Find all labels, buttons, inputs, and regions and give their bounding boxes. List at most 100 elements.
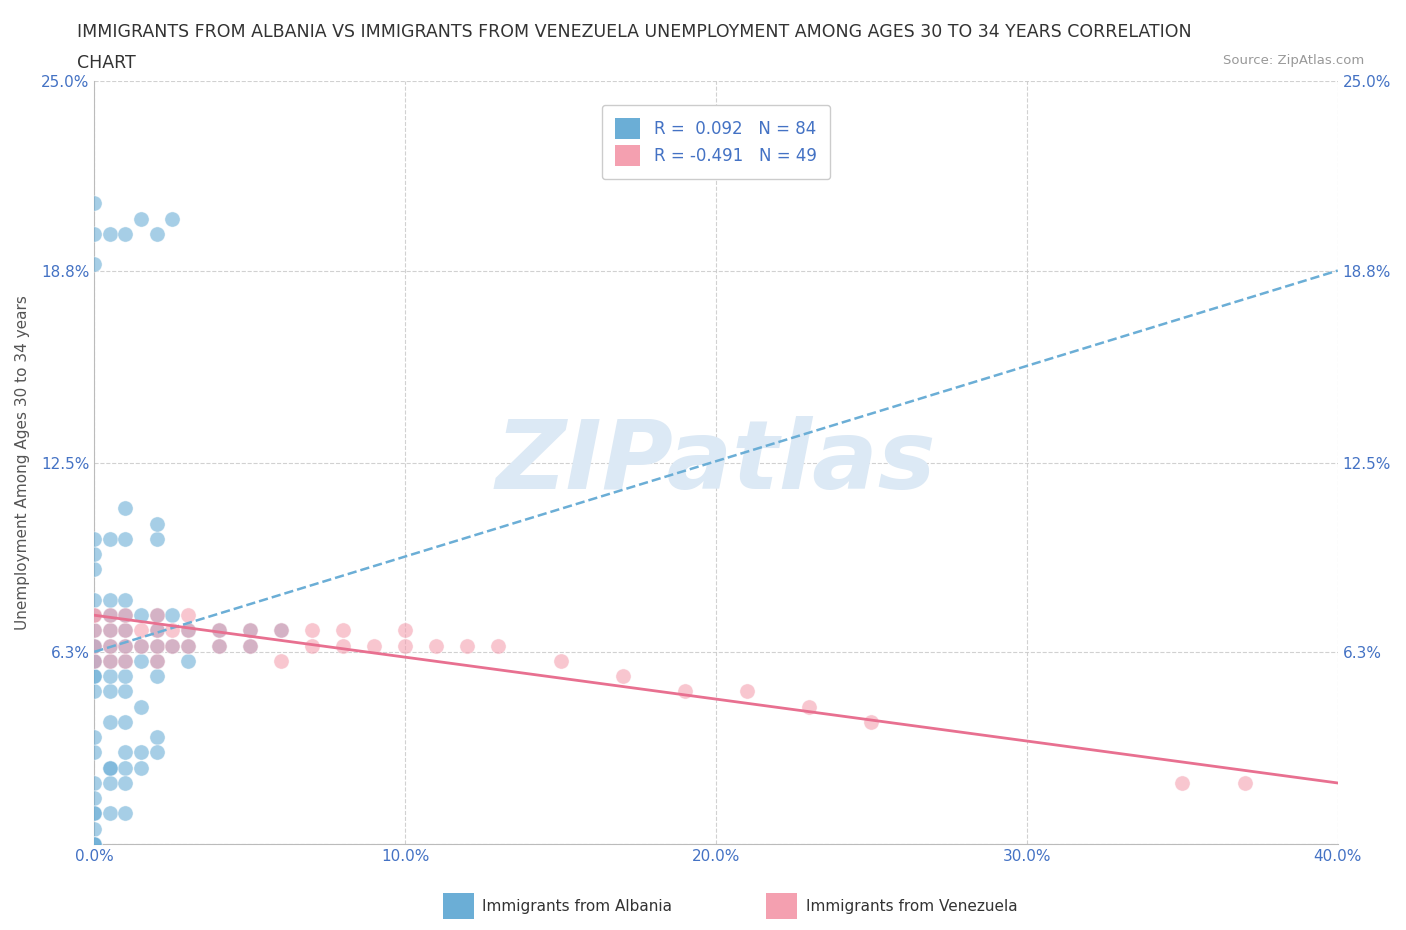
Point (673, 684, 696, 699)
Point (394, 623, 416, 638)
Point (83, 837, 105, 852)
Point (129, 623, 152, 638)
Point (83, 623, 105, 638)
Point (114, 608, 136, 623)
Text: ZIPatlas: ZIPatlas (496, 417, 936, 510)
Point (83, 654, 105, 669)
Point (114, 592, 136, 607)
Point (98, 806, 121, 821)
Point (98, 608, 121, 623)
Point (83, 608, 105, 623)
Point (114, 806, 136, 821)
Point (98, 638, 121, 653)
Point (83, 669, 105, 684)
Point (98, 654, 121, 669)
Point (208, 623, 231, 638)
Point (114, 623, 136, 638)
Point (114, 532, 136, 547)
Point (239, 638, 262, 653)
Point (612, 669, 634, 684)
Point (114, 761, 136, 776)
Point (145, 516, 167, 531)
Point (114, 654, 136, 669)
Point (114, 684, 136, 699)
Point (98, 776, 121, 790)
Point (208, 638, 231, 653)
Point (129, 638, 152, 653)
Point (799, 699, 821, 714)
Point (98, 654, 121, 669)
Point (160, 638, 183, 653)
Point (145, 654, 167, 669)
Point (98, 592, 121, 607)
Point (129, 608, 152, 623)
Point (129, 654, 152, 669)
Point (114, 745, 136, 760)
Point (208, 623, 231, 638)
Point (83, 730, 105, 745)
Point (83, 257, 105, 272)
Text: Immigrants from Venezuela: Immigrants from Venezuela (806, 899, 1018, 914)
Text: IMMIGRANTS FROM ALBANIA VS IMMIGRANTS FROM VENEZUELA UNEMPLOYMENT AMONG AGES 30 : IMMIGRANTS FROM ALBANIA VS IMMIGRANTS FR… (77, 23, 1192, 41)
Point (145, 745, 167, 760)
Point (456, 638, 478, 653)
Point (1171, 776, 1194, 790)
Text: Source: ZipAtlas.com: Source: ZipAtlas.com (1223, 54, 1364, 67)
Point (160, 638, 183, 653)
Point (145, 730, 167, 745)
Point (129, 745, 152, 760)
Point (129, 761, 152, 776)
Point (145, 638, 167, 653)
Point (860, 714, 883, 729)
Point (1233, 776, 1256, 790)
Point (83, 790, 105, 805)
Point (129, 638, 152, 653)
Point (145, 532, 167, 547)
Point (301, 623, 323, 638)
Text: CHART: CHART (77, 54, 136, 72)
Point (83, 608, 105, 623)
Point (83, 196, 105, 211)
Point (83, 684, 105, 699)
Point (98, 761, 121, 776)
Legend: R =  0.092   N = 84, R = -0.491   N = 49: R = 0.092 N = 84, R = -0.491 N = 49 (602, 105, 830, 179)
Point (83, 638, 105, 653)
Point (114, 227, 136, 242)
Point (83, 654, 105, 669)
Point (735, 684, 758, 699)
Point (145, 608, 167, 623)
Point (160, 608, 183, 623)
Point (145, 669, 167, 684)
Point (114, 654, 136, 669)
Point (83, 745, 105, 760)
Point (83, 806, 105, 821)
Point (83, 776, 105, 790)
Point (98, 638, 121, 653)
Point (83, 592, 105, 607)
Point (145, 608, 167, 623)
Point (488, 638, 510, 653)
Point (98, 669, 121, 684)
Point (83, 623, 105, 638)
Point (83, 638, 105, 653)
Point (83, 806, 105, 821)
Point (83, 227, 105, 242)
Point (83, 837, 105, 852)
Point (114, 638, 136, 653)
Point (98, 761, 121, 776)
Point (83, 608, 105, 623)
Point (145, 638, 167, 653)
Point (129, 211, 152, 226)
Point (176, 623, 198, 638)
Point (98, 227, 121, 242)
Point (145, 227, 167, 242)
Point (394, 638, 416, 653)
Text: Immigrants from Albania: Immigrants from Albania (482, 899, 672, 914)
Point (270, 654, 292, 669)
Point (83, 547, 105, 562)
Point (332, 638, 354, 653)
Point (176, 623, 198, 638)
Point (83, 638, 105, 653)
Point (83, 654, 105, 669)
Point (160, 623, 183, 638)
